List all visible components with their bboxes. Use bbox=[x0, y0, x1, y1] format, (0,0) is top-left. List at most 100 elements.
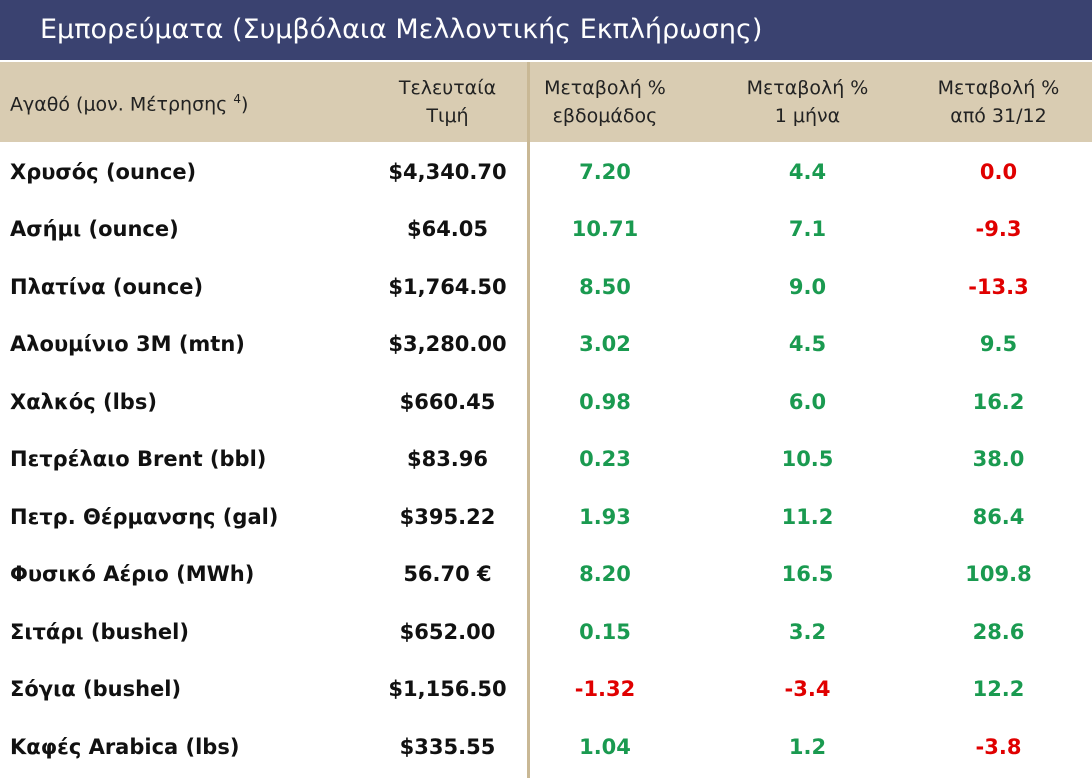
change-cell: -3.4 bbox=[710, 661, 905, 719]
price-cell: $1,156.50 bbox=[370, 661, 525, 719]
change-value: 9.5 bbox=[979, 332, 1018, 357]
commodity-cell: Χρυσός (ounce) bbox=[0, 143, 370, 201]
commodity-name: Καφές Arabica (lbs) bbox=[10, 734, 240, 759]
price-cell: $3,280.00 bbox=[370, 316, 525, 374]
change-value: 3.02 bbox=[579, 332, 631, 357]
price-cell: $660.45 bbox=[370, 373, 525, 431]
commodity-cell: Καφές Arabica (lbs) bbox=[0, 718, 370, 776]
price: $652.00 bbox=[399, 619, 496, 644]
change-cell: -9.3 bbox=[905, 201, 1092, 259]
commodity-cell: Πετρέλαιο Brent (bbl) bbox=[0, 431, 370, 489]
change-cell: -13.3 bbox=[905, 258, 1092, 316]
price-cell: 56.70 € bbox=[370, 546, 525, 604]
commodity-cell: Αλουμίνιο 3M (mtn) bbox=[0, 316, 370, 374]
change-value: 1.93 bbox=[579, 504, 631, 529]
header-cell: Τελευταία Τιμή bbox=[370, 62, 525, 142]
change-cell: 0.23 bbox=[530, 431, 680, 489]
change-cell: 86.4 bbox=[905, 488, 1092, 546]
change-value: 0.15 bbox=[579, 619, 631, 644]
header-line: από 31/12 bbox=[950, 105, 1047, 127]
change-cell: 8.50 bbox=[530, 258, 680, 316]
commodity-cell: Πλατίνα (ounce) bbox=[0, 258, 370, 316]
change-value: 10.5 bbox=[781, 447, 834, 472]
header-cell: Μεταβολή % από 31/12 bbox=[905, 62, 1092, 142]
commodity-cell: Πετρ. Θέρμανσης (gal) bbox=[0, 488, 370, 546]
header-label: ) bbox=[241, 93, 249, 116]
price-cell: $395.22 bbox=[370, 488, 525, 546]
price: 56.70 € bbox=[403, 562, 492, 587]
commodity-name: Αλουμίνιο 3M (mtn) bbox=[10, 332, 245, 357]
change-cell: 3.02 bbox=[530, 316, 680, 374]
change-value: 11.2 bbox=[781, 504, 834, 529]
change-cell: 28.6 bbox=[905, 603, 1092, 661]
header-line: Μεταβολή % bbox=[544, 77, 666, 99]
price: $64.05 bbox=[406, 217, 489, 242]
change-cell: 10.5 bbox=[710, 431, 905, 489]
change-value: 38.0 bbox=[972, 447, 1025, 472]
commodity-name: Φυσικό Αέριο (MWh) bbox=[10, 562, 255, 587]
price: $3,280.00 bbox=[388, 332, 507, 357]
change-value: 109.8 bbox=[965, 562, 1032, 587]
change-cell: 0.0 bbox=[905, 143, 1092, 201]
change-value: -3.8 bbox=[975, 734, 1022, 759]
change-value: 3.2 bbox=[788, 619, 827, 644]
change-cell: 1.93 bbox=[530, 488, 680, 546]
note-ref: 4 bbox=[233, 92, 241, 107]
change-cell: 10.71 bbox=[530, 201, 680, 259]
change-cell: 12.2 bbox=[905, 661, 1092, 719]
change-value: 8.50 bbox=[579, 274, 631, 299]
change-value: 10.71 bbox=[571, 217, 639, 242]
change-cell: 11.2 bbox=[710, 488, 905, 546]
commodity-name: Πετρ. Θέρμανσης (gal) bbox=[10, 504, 279, 529]
header-line: Τελευταία bbox=[398, 77, 497, 99]
title: Εμπορεύματα (Συμβόλαια Μελλοντικής Εκπλή… bbox=[0, 0, 1092, 60]
header-line: Τιμή bbox=[426, 105, 469, 127]
price-cell: $4,340.70 bbox=[370, 143, 525, 201]
change-value: 9.0 bbox=[788, 274, 827, 299]
header-cell: Μεταβολή % 1 μήνα bbox=[710, 62, 905, 142]
header-row bbox=[0, 62, 1092, 142]
price: $4,340.70 bbox=[388, 159, 507, 184]
change-value: 0.98 bbox=[579, 389, 631, 414]
change-value: 86.4 bbox=[972, 504, 1025, 529]
price-cell: $83.96 bbox=[370, 431, 525, 489]
price: $1,156.50 bbox=[388, 677, 507, 702]
commodity-name: Χαλκός (lbs) bbox=[10, 389, 157, 414]
change-cell: 0.15 bbox=[530, 603, 680, 661]
change-value: 4.5 bbox=[788, 332, 827, 357]
change-value: -13.3 bbox=[968, 274, 1029, 299]
price-cell: $652.00 bbox=[370, 603, 525, 661]
change-value: 28.6 bbox=[972, 619, 1025, 644]
change-cell: 1.04 bbox=[530, 718, 680, 776]
change-value: 1.2 bbox=[788, 734, 827, 759]
commodity-name: Πλατίνα (ounce) bbox=[10, 274, 204, 299]
price: $660.45 bbox=[399, 389, 496, 414]
change-value: 7.20 bbox=[579, 159, 631, 184]
change-value: 6.0 bbox=[788, 389, 827, 414]
change-value: 4.4 bbox=[788, 159, 827, 184]
change-cell: 4.4 bbox=[710, 143, 905, 201]
price-cell: $335.55 bbox=[370, 718, 525, 776]
commodity-name: Πετρέλαιο Brent (bbl) bbox=[10, 447, 267, 472]
header-line: Μεταβολή % bbox=[937, 77, 1060, 99]
change-value: 12.2 bbox=[972, 677, 1025, 702]
change-value: -9.3 bbox=[975, 217, 1022, 242]
change-cell: 0.98 bbox=[530, 373, 680, 431]
price: $335.55 bbox=[399, 734, 496, 759]
header-line: Μεταβολή % bbox=[746, 77, 869, 99]
change-cell: -1.32 bbox=[530, 661, 680, 719]
price: $395.22 bbox=[399, 504, 496, 529]
change-cell: -3.8 bbox=[905, 718, 1092, 776]
header-text: Αγαθό (μον. Μέτρησης 4) bbox=[10, 85, 248, 118]
commodity-cell: Σιτάρι (bushel) bbox=[0, 603, 370, 661]
change-cell: 16.5 bbox=[710, 546, 905, 604]
change-cell: 8.20 bbox=[530, 546, 680, 604]
change-cell: 38.0 bbox=[905, 431, 1092, 489]
change-value: 16.5 bbox=[781, 562, 834, 587]
change-cell: 109.8 bbox=[905, 546, 1092, 604]
commodity-cell: Σόγια (bushel) bbox=[0, 661, 370, 719]
change-cell: 7.1 bbox=[710, 201, 905, 259]
commodity-cell: Φυσικό Αέριο (MWh) bbox=[0, 546, 370, 604]
commodity-name: Σιτάρι (bushel) bbox=[10, 619, 189, 644]
